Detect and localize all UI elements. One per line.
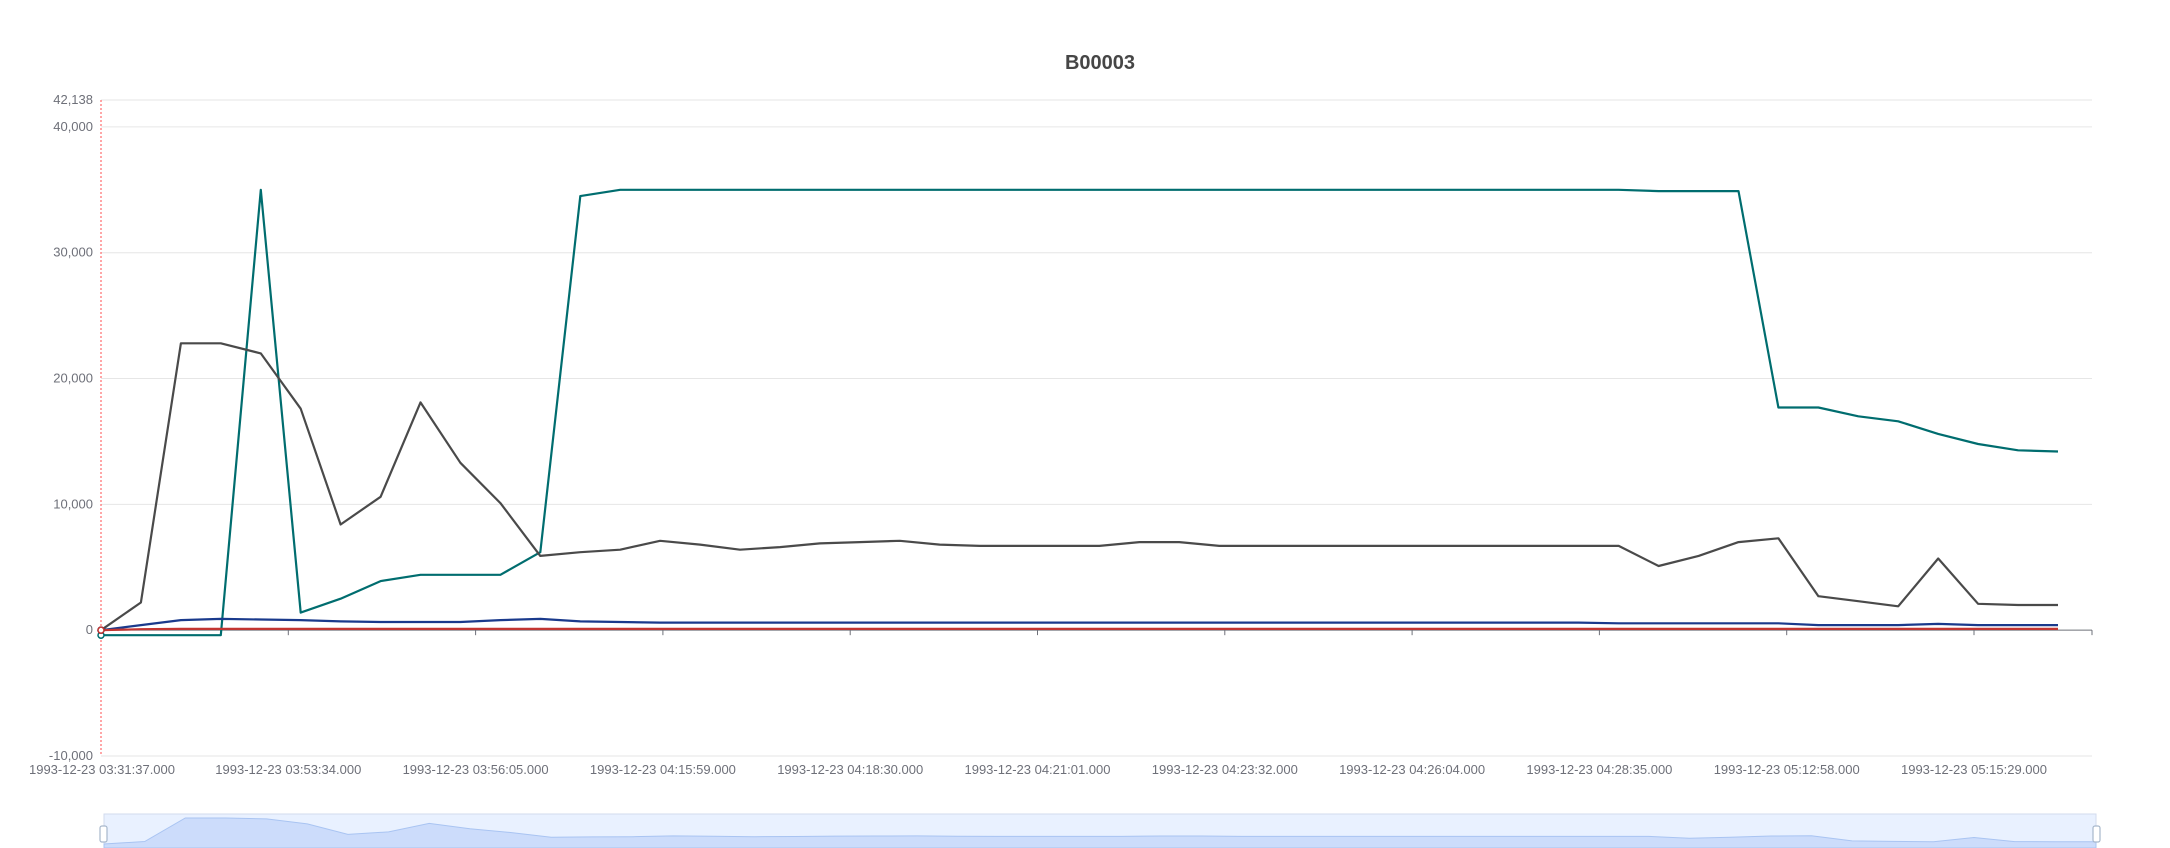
series-line-4 (100, 627, 2058, 632)
x-tick-label: 1993-12-23 05:12:58.000 (1714, 762, 1860, 777)
y-tick-label: 30,000 (53, 245, 93, 260)
series-layer (100, 188, 2059, 637)
y-axis: 42,138 40,000 30,000 20,000 10,000 0 -10,000 (49, 92, 102, 763)
zoom-window[interactable] (103, 813, 2097, 848)
x-tick-label: 1993-12-23 04:18:30.000 (777, 762, 923, 777)
y-tick-label: 20,000 (53, 371, 93, 386)
start-point-4 (97, 626, 105, 634)
x-tick-label: 1993-12-23 04:26:04.000 (1339, 762, 1485, 777)
x-tick-label: 1993-12-23 03:56:05.000 (403, 762, 549, 777)
y-tick-label: 10,000 (53, 496, 93, 511)
y-tick-label: 40,000 (53, 119, 93, 134)
x-axis: 1993-12-23 03:31:37.000 1993-12-23 03:53:… (29, 629, 2093, 777)
x-tick-label: 1993-12-23 04:21:01.000 (964, 762, 1110, 777)
y-tick-label: 0 (86, 622, 93, 637)
y-tick-label: 42,138 (53, 92, 93, 107)
y-tick-label: -10,000 (49, 748, 93, 763)
x-tick-label: 1993-12-23 05:15:29.000 (1901, 762, 2047, 777)
x-tick-label: 1993-12-23 04:28:35.000 (1526, 762, 1672, 777)
x-tick-label: 1993-12-23 04:23:32.000 (1152, 762, 1298, 777)
zoom-handle-right[interactable] (2092, 825, 2101, 843)
x-tick-label: 1993-12-23 04:15:59.000 (590, 762, 736, 777)
series-line-3 (100, 617, 2058, 632)
series-line-2 (100, 342, 2058, 632)
zoom-preview-area (103, 817, 2097, 848)
x-tick-label: 1993-12-23 03:31:37.000 (29, 762, 175, 777)
x-tick-label: 1993-12-23 03:53:34.000 (215, 762, 361, 777)
start-marker-layer (97, 626, 105, 639)
series-line-1 (101, 188, 2059, 637)
grid-layer (101, 99, 2092, 757)
zoom-handle-left[interactable] (99, 825, 108, 843)
data-zoom-slider[interactable] (99, 813, 2101, 848)
chart-title: B00003 (1065, 52, 1135, 74)
